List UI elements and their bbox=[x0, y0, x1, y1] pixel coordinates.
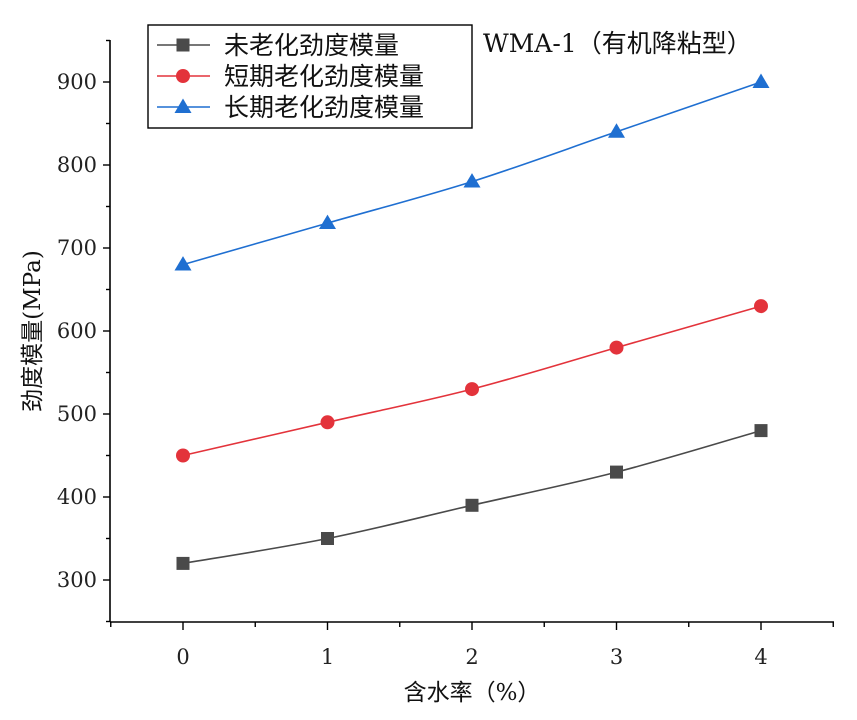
series-line bbox=[182, 429, 762, 565]
x-tick-label: 4 bbox=[754, 645, 767, 669]
legend-label: 未老化劲度模量 bbox=[224, 31, 399, 60]
data-point bbox=[609, 340, 624, 355]
x-tick-label: 0 bbox=[176, 645, 189, 669]
series-line bbox=[182, 305, 762, 457]
data-point bbox=[752, 73, 770, 88]
y-tick-label: 600 bbox=[57, 319, 97, 343]
series-layer bbox=[174, 73, 770, 570]
y-axis-title: 劲度模量(MPa) bbox=[20, 250, 46, 412]
series-2 bbox=[176, 299, 768, 463]
x-tick-label: 2 bbox=[465, 645, 478, 669]
y-tick-label: 400 bbox=[57, 485, 97, 509]
legend-marker bbox=[174, 98, 192, 113]
data-point bbox=[321, 532, 334, 545]
x-tick-label: 1 bbox=[321, 645, 334, 669]
data-point bbox=[319, 214, 336, 230]
legend-label: 短期老化劲度模量 bbox=[224, 62, 424, 91]
y-ticks: 300 400 500 600 700 800 900 bbox=[57, 39, 110, 623]
y-tick-label: 900 bbox=[57, 70, 97, 94]
data-point bbox=[465, 498, 479, 512]
data-point bbox=[320, 415, 335, 430]
series-3 bbox=[174, 73, 770, 271]
x-ticks: 0 1 2 3 4 bbox=[110, 622, 834, 669]
data-point bbox=[754, 299, 768, 314]
y-tick-label: 800 bbox=[57, 153, 97, 177]
y-tick-label: 500 bbox=[57, 402, 97, 426]
chart-annotation: WMA-1（有机降粘型） bbox=[483, 29, 752, 58]
y-tick-label: 700 bbox=[57, 236, 97, 260]
data-point bbox=[610, 465, 623, 479]
data-point bbox=[465, 382, 479, 397]
data-point bbox=[754, 424, 768, 438]
data-point bbox=[174, 256, 192, 271]
data-point bbox=[608, 123, 625, 138]
legend-marker bbox=[176, 38, 190, 52]
legend-marker bbox=[176, 69, 190, 83]
x-axis-title: 含水率（%） bbox=[404, 680, 541, 706]
y-tick-label: 300 bbox=[57, 568, 97, 592]
data-point bbox=[463, 173, 481, 188]
data-point bbox=[176, 556, 190, 570]
legend-label: 长期老化劲度模量 bbox=[224, 93, 424, 122]
data-point bbox=[176, 448, 190, 463]
x-tick-label: 3 bbox=[610, 645, 623, 669]
series-1 bbox=[176, 424, 768, 570]
